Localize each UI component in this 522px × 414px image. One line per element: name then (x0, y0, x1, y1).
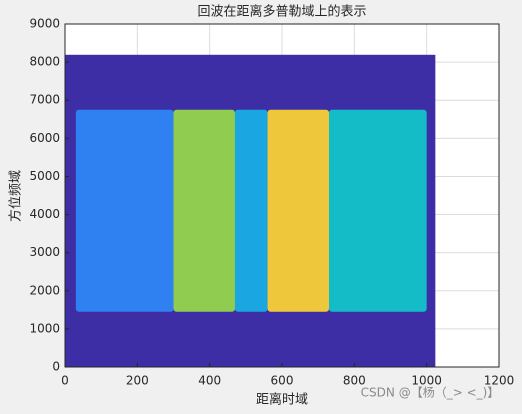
x-axis-label: 距离时域 (256, 392, 308, 408)
x-tick-label: 0 (61, 374, 69, 388)
y-tick-label: 1000 (29, 321, 60, 335)
y-tick-label: 4000 (29, 207, 60, 221)
y-tick-label: 3000 (29, 245, 60, 259)
y-axis-label: 方位频域 (8, 170, 24, 222)
image-column (75, 109, 174, 312)
image-column (267, 109, 330, 312)
y-tick-label: 8000 (29, 55, 60, 69)
image-column (173, 109, 235, 312)
x-tick-label: 400 (198, 374, 221, 388)
chart-title: 回波在距离多普勒域上的表示 (197, 4, 366, 20)
x-tick-label: 600 (271, 374, 294, 388)
y-tick-label: 0 (52, 360, 60, 374)
y-tick-label: 7000 (29, 93, 60, 107)
x-tick-label: 1000 (411, 374, 442, 388)
y-tick-label: 9000 (29, 17, 60, 31)
y-tick-label: 2000 (29, 283, 60, 297)
x-tick-label: 800 (343, 374, 366, 388)
y-tick-label: 5000 (29, 169, 60, 183)
x-tick-label: 1200 (484, 374, 515, 388)
watermark: CSDN @【杨（_> <_)】 (361, 385, 500, 400)
image-column (329, 109, 427, 312)
image-column (234, 109, 268, 312)
y-tick-label: 6000 (29, 131, 60, 145)
x-tick-label: 200 (126, 374, 149, 388)
